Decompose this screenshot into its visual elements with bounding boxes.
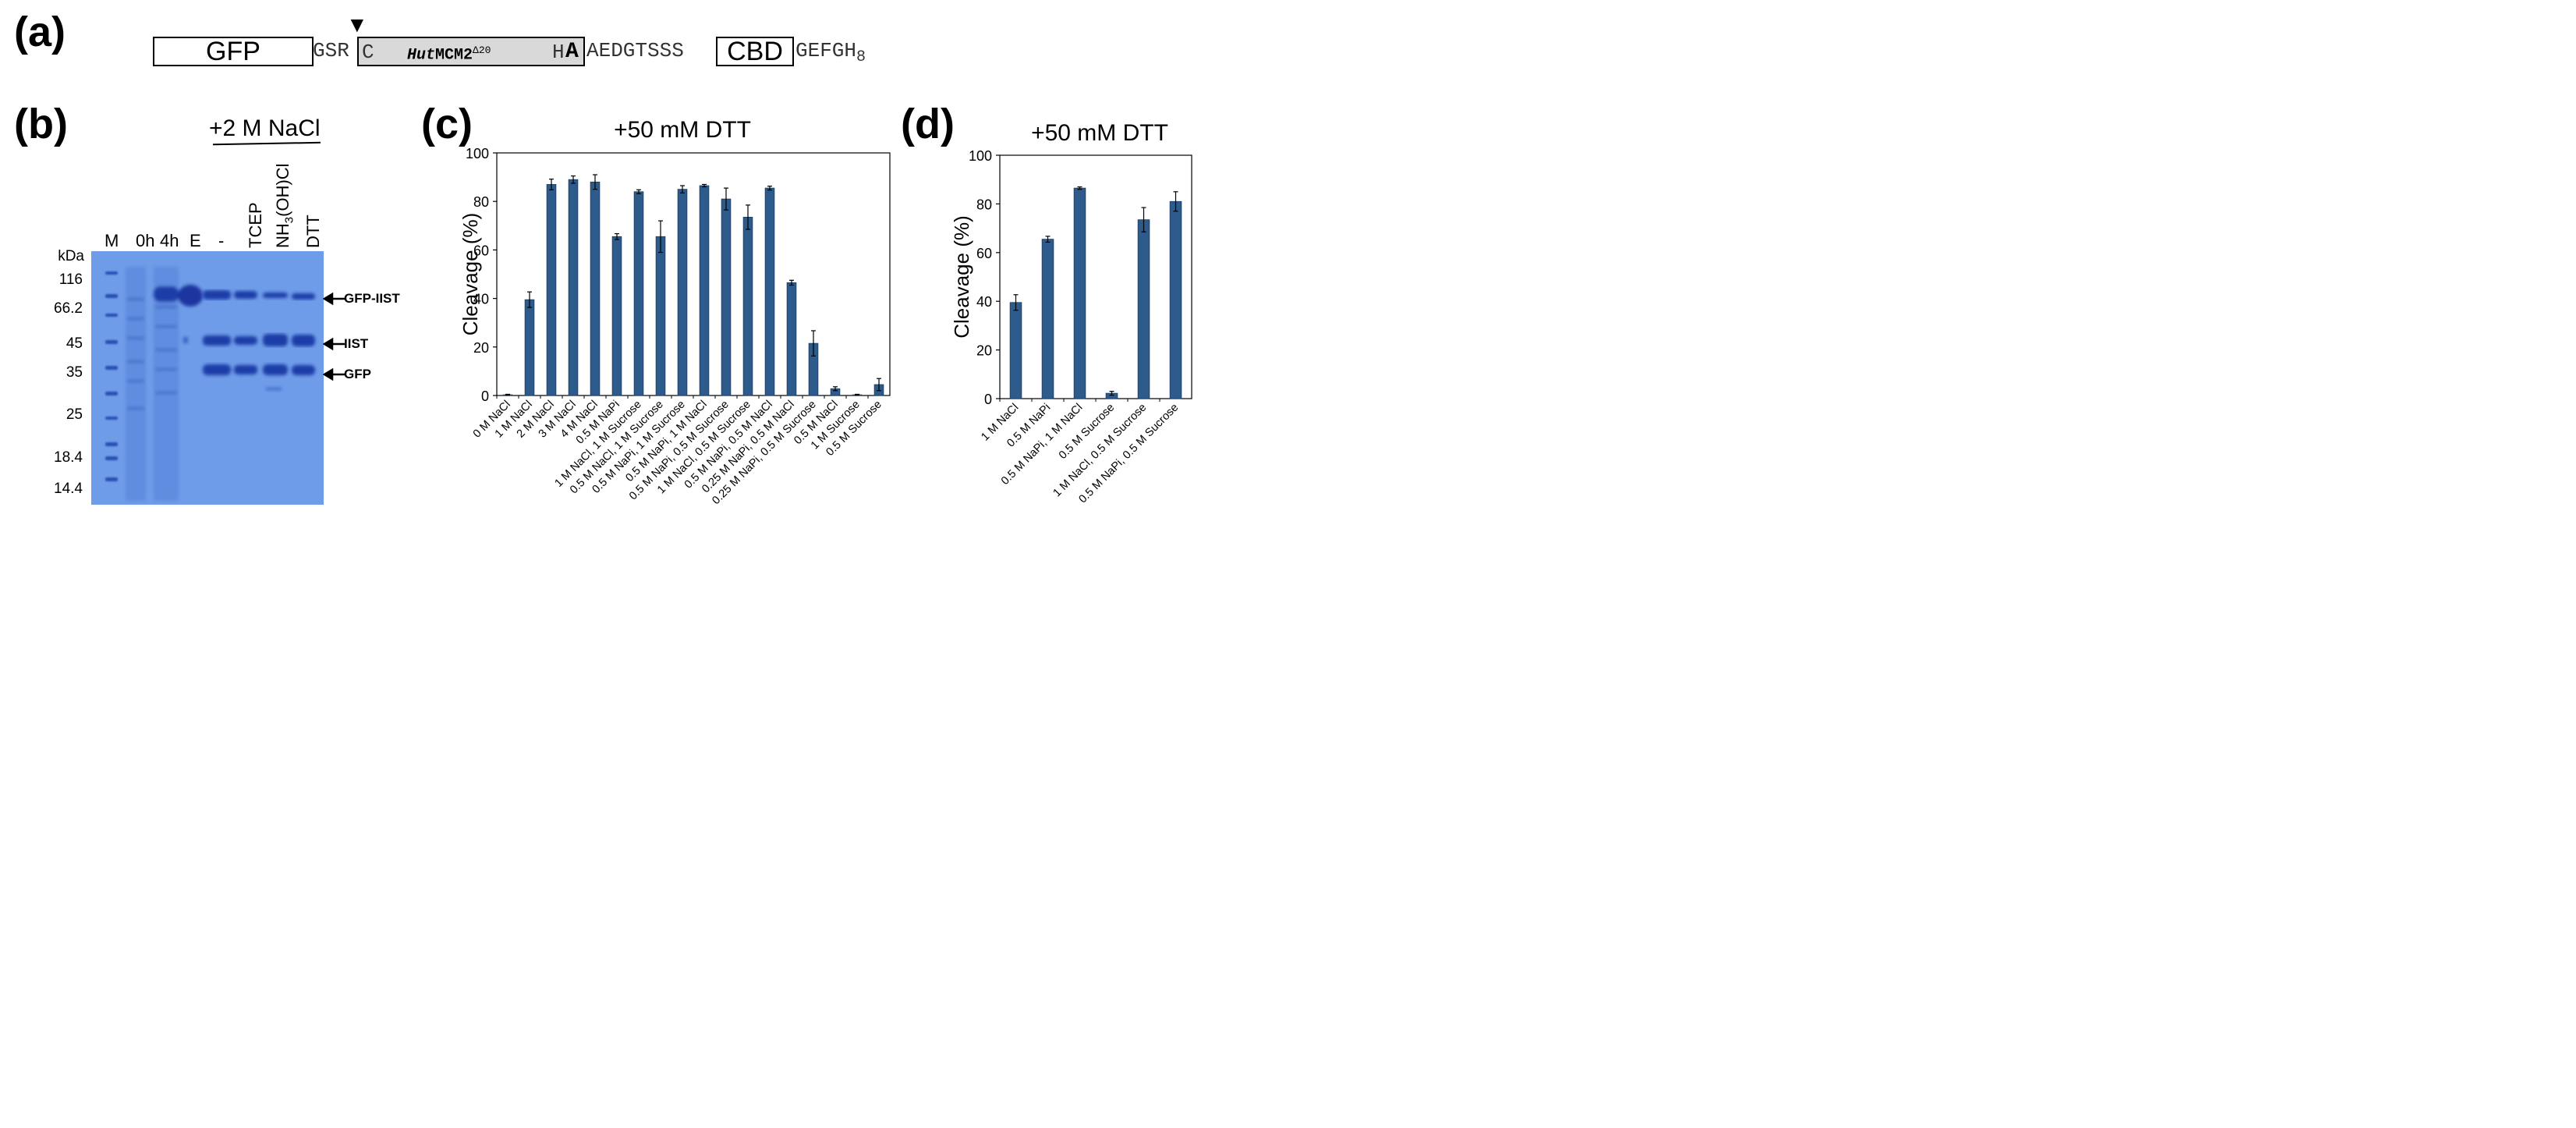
mw-66: 66.2 bbox=[54, 300, 83, 317]
gsr-linker: GSR bbox=[313, 39, 349, 62]
y-tick-label: 80 bbox=[976, 197, 992, 212]
y-tick-label: 100 bbox=[969, 148, 992, 164]
band-label-gfp: GFP bbox=[344, 367, 371, 381]
sds-page-gel bbox=[91, 251, 324, 505]
bar bbox=[1137, 219, 1150, 399]
panel-d-label: (d) bbox=[901, 101, 955, 147]
band-label-iist: IIST bbox=[344, 336, 369, 351]
his-residue: H bbox=[552, 41, 565, 64]
y-tick-label: 100 bbox=[466, 146, 489, 161]
lane-label-dtt: DTT bbox=[303, 215, 323, 248]
plot-frame bbox=[999, 154, 1192, 399]
bar bbox=[764, 187, 775, 396]
panel-c-label: (c) bbox=[421, 101, 473, 147]
lane-label-eluate: E bbox=[190, 231, 201, 250]
bar bbox=[546, 184, 557, 396]
y-tick-label: 0 bbox=[481, 388, 489, 404]
gfp-box: GFP bbox=[153, 37, 314, 66]
bar bbox=[1009, 302, 1022, 399]
marker-lane bbox=[105, 271, 118, 481]
y-tick-label: 40 bbox=[473, 292, 489, 307]
bar bbox=[742, 217, 753, 396]
panel-b-label: (b) bbox=[14, 101, 68, 147]
band-label-gfp-iist: GFP-IIST bbox=[344, 291, 400, 306]
ala-residue: A bbox=[565, 40, 579, 64]
nacl-header-line bbox=[212, 141, 321, 146]
lane-label-0h: 0h bbox=[136, 231, 155, 250]
mcm2-label: MCM2 bbox=[435, 46, 473, 65]
his8-subscript: 8 bbox=[856, 48, 866, 67]
lane-label-tcep: TCEP bbox=[246, 202, 265, 248]
chart-title: +50 mM DTT bbox=[1031, 120, 1168, 146]
lane-label-marker: M bbox=[105, 231, 119, 250]
mw-18: 18.4 bbox=[54, 449, 83, 466]
cbd-box: CBD bbox=[716, 37, 794, 66]
y-tick-label: 0 bbox=[984, 392, 992, 407]
cbd-label: CBD bbox=[727, 36, 783, 66]
bar bbox=[677, 189, 688, 396]
panel-a-label: (a) bbox=[14, 9, 66, 55]
gfp-label: GFP bbox=[206, 36, 260, 66]
gefgh-label: GEFGH bbox=[795, 39, 857, 62]
y-axis-label: Cleavage (%) bbox=[459, 213, 482, 336]
mw-116: 116 bbox=[58, 271, 83, 288]
lane-label-untreated: - bbox=[218, 231, 225, 250]
hut-italic: Hut bbox=[407, 46, 436, 65]
y-tick-label: 20 bbox=[976, 343, 992, 359]
y-tick-label: 80 bbox=[473, 194, 489, 210]
bar bbox=[633, 191, 644, 396]
bar bbox=[1073, 187, 1086, 399]
bar bbox=[568, 179, 579, 396]
delta20-label: Δ20 bbox=[473, 44, 491, 56]
band-arrows bbox=[323, 292, 345, 381]
kda-unit: kDa bbox=[58, 248, 84, 264]
lane-label-4h: 4h bbox=[160, 231, 179, 250]
bar bbox=[611, 236, 622, 396]
category-label: 0.5 M Sucrose bbox=[1057, 402, 1117, 462]
band-gfp-iist bbox=[203, 290, 315, 300]
mw-45: 45 bbox=[66, 335, 83, 352]
mw-35: 35 bbox=[66, 364, 83, 381]
cleavage-site-marker: ▼ bbox=[346, 12, 368, 37]
y-axis-label: Cleavage (%) bbox=[950, 215, 973, 339]
aedgtsss-linker: AEDGTSSS bbox=[586, 39, 684, 62]
bar bbox=[655, 236, 666, 396]
y-tick-label: 20 bbox=[473, 340, 489, 356]
bar bbox=[786, 282, 797, 396]
mw-25: 25 bbox=[66, 406, 83, 423]
bar bbox=[721, 198, 732, 396]
bar bbox=[699, 185, 710, 396]
bar bbox=[590, 181, 601, 396]
cys-residue: C bbox=[362, 41, 374, 64]
bar bbox=[524, 299, 535, 396]
y-tick-label: 40 bbox=[976, 294, 992, 310]
lysate-lanes bbox=[126, 267, 203, 501]
y-tick-label: 60 bbox=[976, 246, 992, 261]
hutmcm2-box: C HutMCM2Δ20 H A bbox=[357, 37, 585, 66]
mw-14: 14.4 bbox=[54, 481, 83, 497]
bar bbox=[1041, 239, 1054, 399]
band-gfp bbox=[203, 364, 315, 390]
bar bbox=[1169, 200, 1182, 399]
chart-title: +50 mM DTT bbox=[614, 117, 751, 143]
nacl-header: +2 M NaCl bbox=[209, 115, 321, 141]
y-tick-label: 60 bbox=[473, 243, 489, 258]
lane-label-nh3ohcl: NH3(OH)Cl bbox=[273, 163, 296, 248]
band-iist bbox=[203, 334, 315, 346]
gefgh-tag: GEFGH8 bbox=[795, 39, 866, 66]
